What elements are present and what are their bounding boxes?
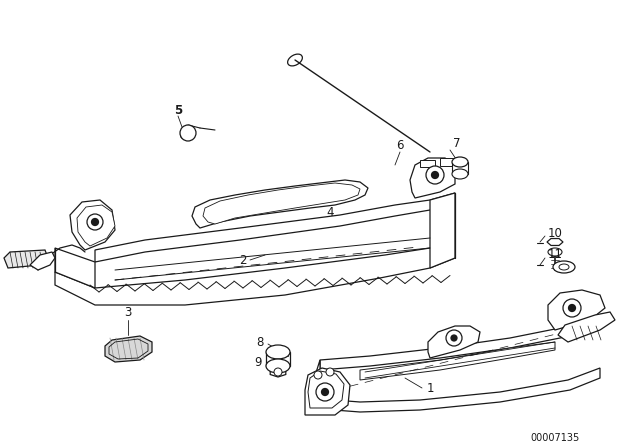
Polygon shape xyxy=(77,205,115,246)
Polygon shape xyxy=(30,252,55,270)
Ellipse shape xyxy=(548,248,562,256)
Circle shape xyxy=(431,172,438,178)
Ellipse shape xyxy=(559,264,569,270)
Text: 2: 2 xyxy=(239,254,247,267)
Circle shape xyxy=(321,388,328,396)
Circle shape xyxy=(326,368,334,376)
Polygon shape xyxy=(192,180,368,228)
Polygon shape xyxy=(70,200,115,250)
Text: 6: 6 xyxy=(396,138,404,151)
Text: 8: 8 xyxy=(256,336,264,349)
Polygon shape xyxy=(55,248,95,288)
Polygon shape xyxy=(320,315,600,370)
Text: 5: 5 xyxy=(174,103,182,116)
Polygon shape xyxy=(95,193,455,262)
Polygon shape xyxy=(452,162,468,174)
Circle shape xyxy=(426,166,444,184)
Circle shape xyxy=(563,299,581,317)
Polygon shape xyxy=(420,160,435,167)
Polygon shape xyxy=(203,183,360,224)
Text: 11: 11 xyxy=(547,249,563,262)
Ellipse shape xyxy=(452,169,468,179)
Polygon shape xyxy=(558,312,615,342)
Circle shape xyxy=(316,383,334,401)
Text: 00007135: 00007135 xyxy=(531,433,580,443)
Text: 10: 10 xyxy=(548,227,563,240)
Polygon shape xyxy=(266,352,290,366)
Polygon shape xyxy=(4,250,48,268)
Circle shape xyxy=(446,330,462,346)
Circle shape xyxy=(314,371,322,379)
Polygon shape xyxy=(360,342,555,380)
Polygon shape xyxy=(308,371,344,408)
Polygon shape xyxy=(430,193,455,268)
Polygon shape xyxy=(547,238,563,246)
Polygon shape xyxy=(410,158,455,198)
Text: 7: 7 xyxy=(453,137,461,150)
Circle shape xyxy=(87,214,103,230)
Circle shape xyxy=(451,335,457,341)
Circle shape xyxy=(92,219,99,225)
Circle shape xyxy=(568,305,575,311)
Ellipse shape xyxy=(553,261,575,273)
Circle shape xyxy=(180,125,196,141)
Polygon shape xyxy=(270,367,286,377)
Polygon shape xyxy=(548,290,605,330)
Polygon shape xyxy=(55,248,455,305)
Polygon shape xyxy=(440,158,455,166)
Polygon shape xyxy=(428,326,480,358)
Text: 4: 4 xyxy=(326,206,333,219)
Ellipse shape xyxy=(266,345,290,359)
Text: 3: 3 xyxy=(124,306,132,319)
Ellipse shape xyxy=(452,157,468,167)
Ellipse shape xyxy=(266,359,290,373)
Circle shape xyxy=(274,368,282,376)
Polygon shape xyxy=(308,368,600,412)
Text: 9: 9 xyxy=(254,356,262,369)
Polygon shape xyxy=(308,360,320,408)
Text: 1: 1 xyxy=(426,382,434,395)
Polygon shape xyxy=(305,368,350,415)
Polygon shape xyxy=(105,336,152,362)
